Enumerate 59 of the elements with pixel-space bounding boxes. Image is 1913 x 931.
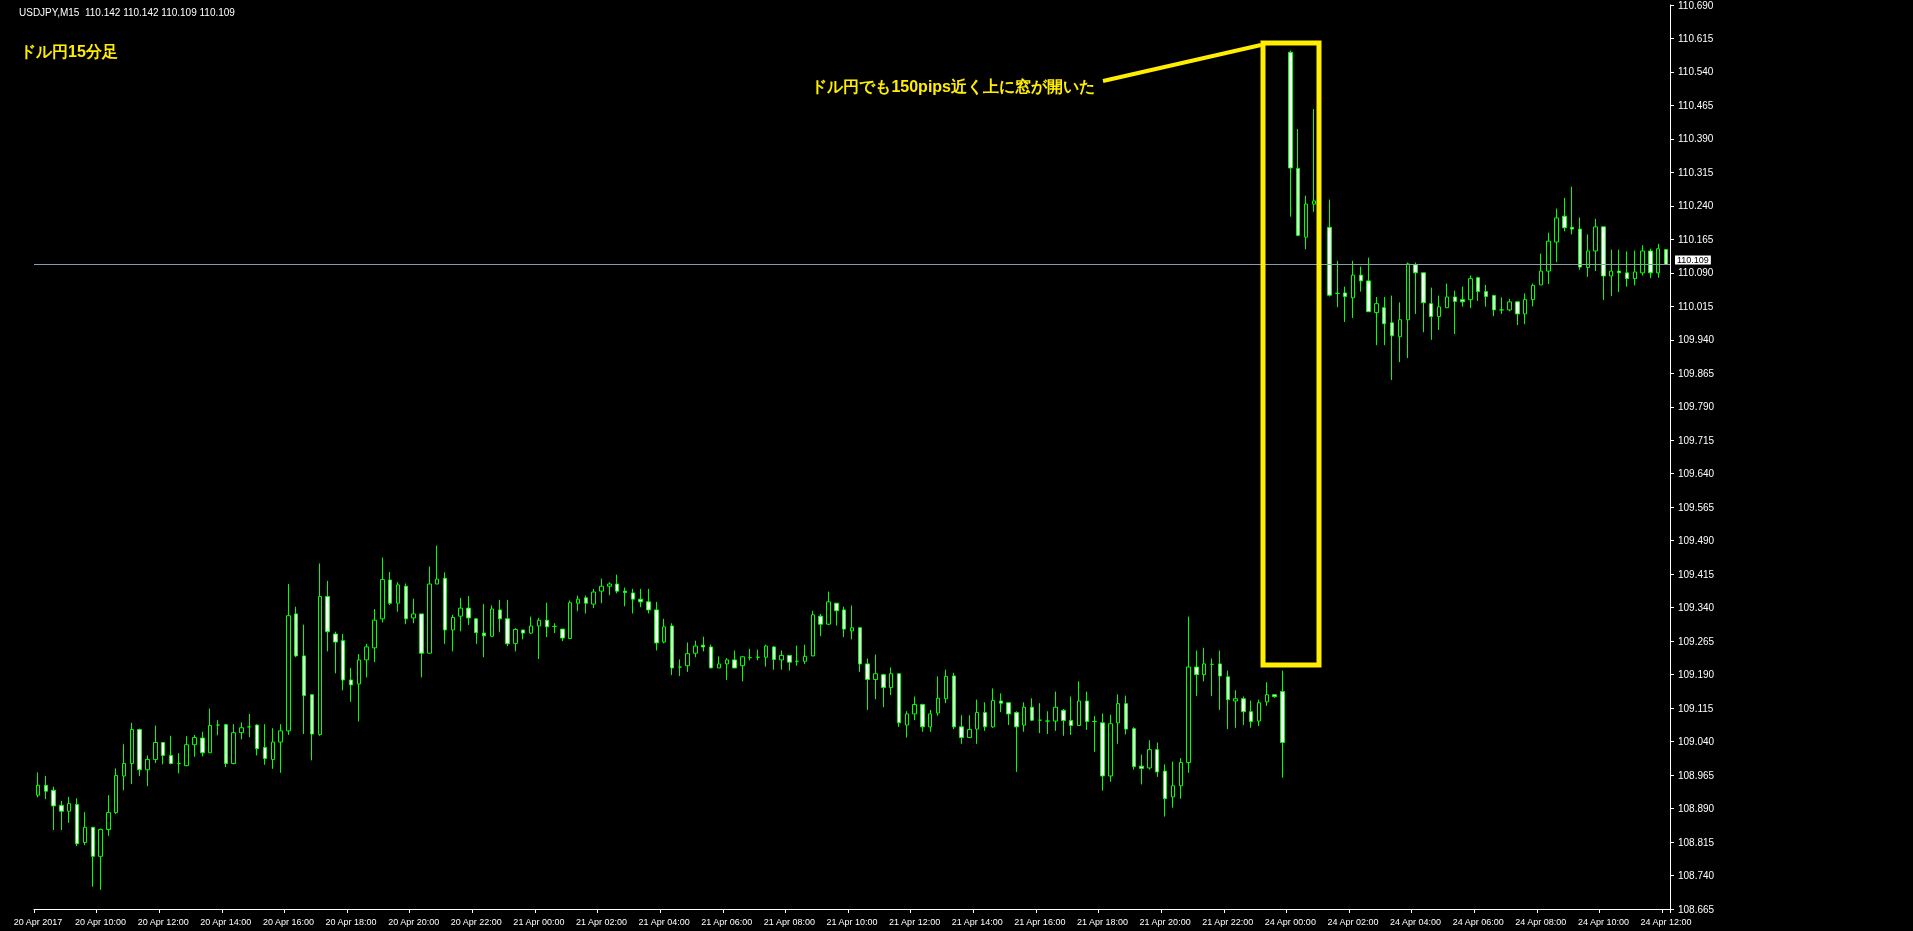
y-tick-label: 109.415 bbox=[1678, 568, 1715, 580]
x-tick-label: 24 Apr 10:00 bbox=[1577, 916, 1629, 927]
annotation: ドル円でも150pips近く上に窓が開いた bbox=[811, 77, 1095, 97]
x-tick-label: 21 Apr 04:00 bbox=[638, 916, 690, 927]
x-tick-label: 21 Apr 08:00 bbox=[763, 916, 815, 927]
x-tick-label: 24 Apr 00:00 bbox=[1264, 916, 1316, 927]
x-tick-label: 21 Apr 02:00 bbox=[575, 916, 628, 927]
x-tick-label: 20 Apr 10:00 bbox=[75, 916, 127, 927]
x-tick-label: 20 Apr 12:00 bbox=[137, 916, 189, 927]
y-tick-label: 109.865 bbox=[1678, 367, 1715, 379]
y-tick-label: 109.040 bbox=[1678, 736, 1715, 748]
x-tick-label: 24 Apr 12:00 bbox=[1640, 916, 1692, 927]
x-tick-label: 20 Apr 14:00 bbox=[200, 916, 252, 927]
y-tick-label: 110.090 bbox=[1678, 267, 1714, 279]
x-tick-label: 21 Apr 00:00 bbox=[513, 916, 565, 927]
x-tick-label: 20 Apr 18:00 bbox=[325, 916, 377, 927]
y-tick-label: 109.490 bbox=[1678, 535, 1715, 547]
y-tick-label: 109.190 bbox=[1678, 669, 1715, 681]
y-tick-label: 109.115 bbox=[1678, 702, 1714, 714]
x-tick-label: 24 Apr 04:00 bbox=[1390, 916, 1442, 927]
x-tick-label: 21 Apr 22:00 bbox=[1202, 916, 1254, 927]
y-tick-label: 110.465 bbox=[1678, 99, 1714, 111]
y-tick-label: 110.315 bbox=[1678, 166, 1714, 178]
y-tick-label: 109.340 bbox=[1678, 602, 1715, 614]
x-tick-label: 21 Apr 12:00 bbox=[889, 916, 941, 927]
x-tick-label: 21 Apr 06:00 bbox=[701, 916, 753, 927]
x-tick-label: 24 Apr 06:00 bbox=[1452, 916, 1504, 927]
annotation: ドル円15分足 bbox=[20, 42, 118, 62]
y-tick-label: 109.265 bbox=[1678, 635, 1715, 647]
y-tick-label: 110.240 bbox=[1678, 200, 1714, 212]
y-tick-label: 108.815 bbox=[1678, 836, 1715, 848]
y-tick-label: 109.790 bbox=[1678, 401, 1715, 413]
x-tick-label: 20 Apr 22:00 bbox=[450, 916, 502, 927]
x-tick-label: 24 Apr 02:00 bbox=[1327, 916, 1379, 927]
x-tick-label: 20 Apr 16:00 bbox=[262, 916, 314, 927]
x-tick-label: 20 Apr 20:00 bbox=[388, 916, 440, 927]
y-tick-label: 109.715 bbox=[1678, 434, 1715, 446]
x-tick-label: 20 Apr 2017 bbox=[13, 916, 63, 927]
y-tick-label: 110.165 bbox=[1678, 233, 1714, 245]
y-tick-label: 108.665 bbox=[1678, 903, 1715, 915]
y-tick-label: 108.965 bbox=[1678, 769, 1715, 781]
y-tick-label: 110.540 bbox=[1678, 66, 1714, 78]
y-tick-label: 110.015 bbox=[1678, 300, 1714, 312]
y-tick-label: 108.740 bbox=[1678, 870, 1715, 882]
ref-line-label: 110.109 bbox=[1677, 254, 1709, 265]
y-tick-label: 109.640 bbox=[1678, 468, 1715, 480]
chart-title: USDJPY,M15 110.142 110.142 110.109 110.109 bbox=[19, 6, 236, 18]
x-tick-label: 21 Apr 18:00 bbox=[1076, 916, 1129, 927]
x-tick-label: 21 Apr 20:00 bbox=[1139, 916, 1191, 927]
x-tick-label: 21 Apr 16:00 bbox=[1014, 916, 1066, 927]
x-tick-label: 21 Apr 10:00 bbox=[826, 916, 878, 927]
y-tick-label: 109.565 bbox=[1678, 501, 1715, 513]
y-tick-label: 110.615 bbox=[1678, 32, 1714, 44]
y-tick-label: 110.690 bbox=[1678, 0, 1714, 11]
x-tick-label: 21 Apr 14:00 bbox=[951, 916, 1003, 927]
x-tick-label: 24 Apr 08:00 bbox=[1515, 916, 1567, 927]
y-tick-label: 109.940 bbox=[1678, 334, 1715, 346]
y-tick-label: 110.390 bbox=[1678, 133, 1714, 145]
y-tick-label: 108.890 bbox=[1678, 803, 1715, 815]
